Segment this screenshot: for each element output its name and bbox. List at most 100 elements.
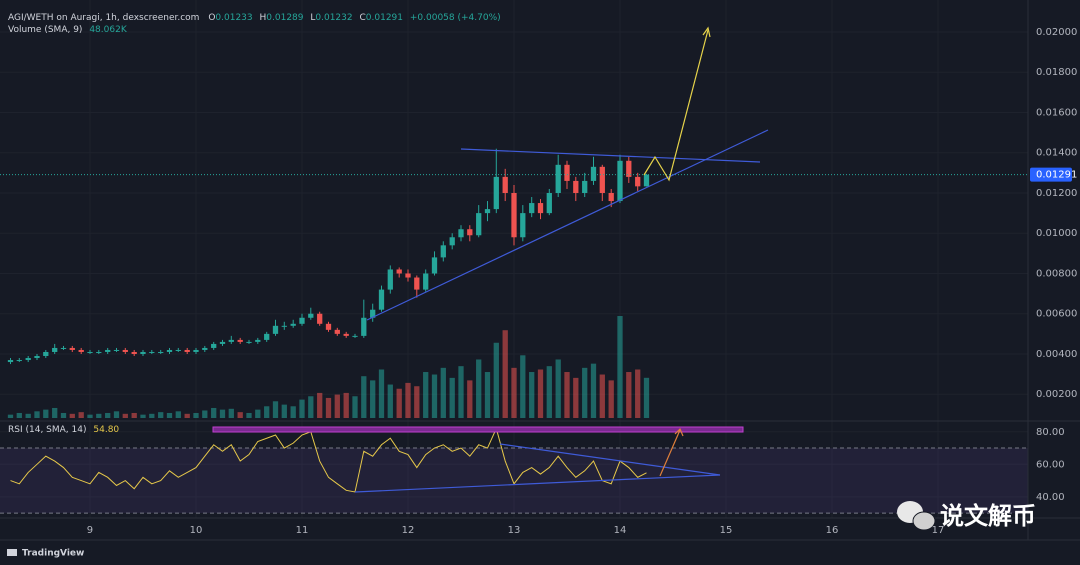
volume-bar <box>555 359 561 418</box>
volume-bar <box>237 412 243 418</box>
candle-body <box>608 192 614 202</box>
volume-bar <box>414 386 420 418</box>
candle-body <box>440 245 446 258</box>
volume-bar <box>529 372 535 418</box>
volume-bar <box>140 414 146 418</box>
volume-bar <box>308 396 314 418</box>
symbol-title: AGI/WETH on Auragi, 1h, dexscreener.com <box>8 13 199 23</box>
x-tick-label: 9 <box>87 525 93 536</box>
candle-body <box>272 325 279 334</box>
candle-body <box>423 273 429 290</box>
candle-body <box>405 273 411 278</box>
candle-body <box>166 349 173 352</box>
volume-bar <box>431 374 438 418</box>
volume-bar <box>476 359 482 418</box>
volume-bar <box>281 404 287 418</box>
candle-body <box>113 349 120 351</box>
volume-bar <box>467 380 473 418</box>
candle-body <box>555 164 561 193</box>
candle-body <box>69 347 75 350</box>
candle-body <box>246 341 252 343</box>
candle-body <box>626 160 632 177</box>
candle-body <box>317 313 323 324</box>
y-tick-label: 0.01000 <box>1036 228 1077 239</box>
candle-body <box>96 351 102 353</box>
volume-bar <box>202 410 208 418</box>
watermark-text: 说文解币 <box>940 502 1036 530</box>
ohlc-value: 0.01289 <box>266 13 303 23</box>
candle-body <box>237 339 243 342</box>
x-tick-label: 13 <box>508 525 521 536</box>
volume-bar <box>378 369 385 418</box>
support-line <box>366 129 769 321</box>
candle-body <box>582 180 588 193</box>
volume-bar <box>219 409 226 418</box>
volume-bar <box>352 396 358 418</box>
candle-body <box>202 347 208 350</box>
rsi-tick-label: 40.00 <box>1036 492 1065 503</box>
ohlc-label: H <box>260 13 267 23</box>
volume-bar <box>78 412 84 418</box>
volume-bar <box>211 407 217 418</box>
candle-body <box>493 176 499 210</box>
volume-bar <box>608 380 614 418</box>
volume-bar <box>343 392 349 418</box>
candle-body <box>281 325 287 327</box>
candle-body <box>184 349 190 352</box>
volume-bar <box>16 412 22 418</box>
volume-bar <box>361 376 367 418</box>
rsi-arrow-head <box>674 427 684 437</box>
ohlc-label: O <box>208 13 215 23</box>
arrow-head <box>702 26 711 38</box>
candle-body <box>370 309 376 318</box>
volume-bar <box>34 411 40 418</box>
candle-body <box>299 317 305 324</box>
volume-bar <box>493 342 499 418</box>
last-price-box <box>1030 167 1072 182</box>
volume-bar <box>440 367 446 418</box>
volume-bar <box>184 413 190 418</box>
volume-bar <box>69 413 75 418</box>
volume-bar <box>325 397 332 418</box>
tv-logo <box>7 549 17 556</box>
rsi-upper-line <box>499 443 721 476</box>
candle-body <box>149 351 155 353</box>
y-tick-label: 0.00800 <box>1036 268 1077 279</box>
candle-body <box>449 237 455 246</box>
candle-body <box>7 360 14 363</box>
candle-body <box>43 351 49 357</box>
x-tick-label: 12 <box>402 525 415 536</box>
drawings <box>212 26 769 493</box>
volume-bar <box>228 408 234 418</box>
header-line: AGI/WETH on Auragi, 1h, dexscreener.com … <box>8 13 501 23</box>
volume-line: Volume (SMA, 9) 48.062K <box>8 25 128 35</box>
candle-body <box>573 180 579 193</box>
candle-body <box>211 343 217 348</box>
volume-bar <box>105 412 111 418</box>
ohlc-label: L <box>310 13 315 23</box>
projection-arrow <box>643 29 709 182</box>
candle-body <box>617 160 623 202</box>
candle-body <box>25 358 31 361</box>
rsi-title: RSI (14, SMA, 14) <box>8 425 87 435</box>
volume-bar <box>626 372 632 418</box>
volume-bar <box>7 414 14 418</box>
candle-body <box>431 257 438 274</box>
candle-body <box>414 277 420 290</box>
volume-bar <box>484 372 491 418</box>
ohlc-value: 0.01291 <box>366 13 403 23</box>
rsi-tick-label: 80.00 <box>1036 427 1065 438</box>
x-tick-label: 15 <box>720 525 733 536</box>
candle-body <box>378 289 385 310</box>
candle-body <box>643 174 650 187</box>
volume-bar <box>599 374 605 418</box>
candle-body <box>458 229 464 238</box>
volume-bar <box>643 377 650 418</box>
y-tick-label: 0.01600 <box>1036 107 1077 118</box>
volume-bar <box>635 369 641 418</box>
candle-body <box>546 192 552 214</box>
volume-title: Volume (SMA, 9) <box>8 25 82 35</box>
rsi-lower-line <box>354 474 721 493</box>
rsi-band <box>0 448 1028 514</box>
